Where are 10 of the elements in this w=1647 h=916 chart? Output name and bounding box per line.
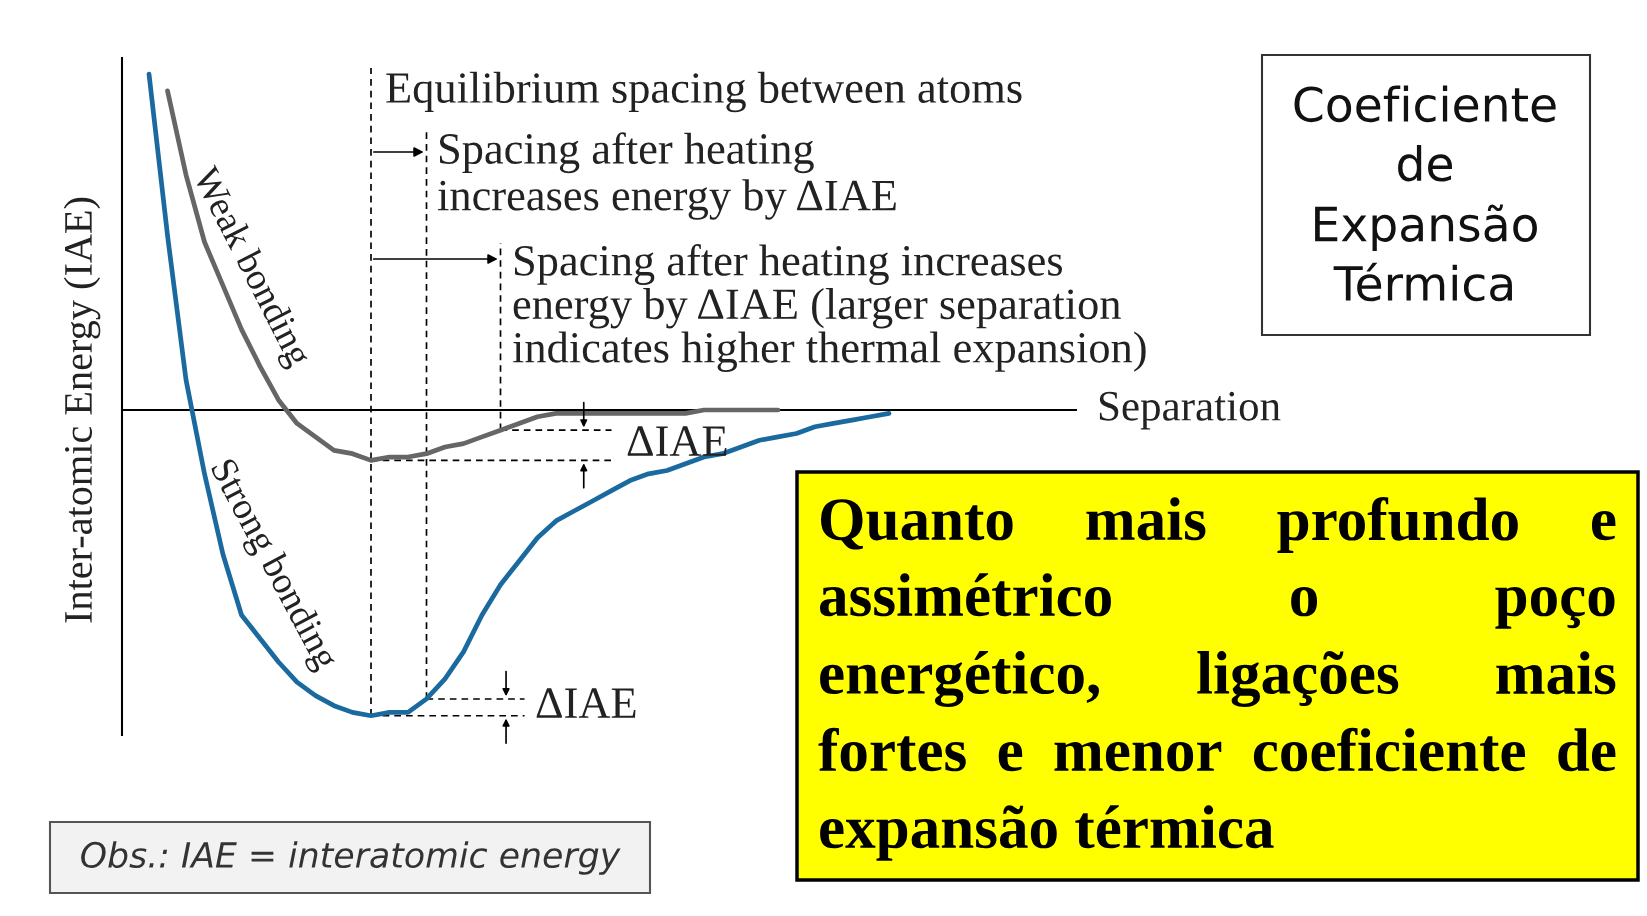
annotation: Spacing after heating increases energy by ΔIAE [437,132,896,220]
text: Separation [1099,391,1281,430]
annotation: ΔIAE [536,688,636,718]
annotation: ΔIAE [627,426,727,456]
text: Obs.: IAE = interatomic energy [81,841,621,875]
text: Coeficiente de Expansão Térmica [1294,85,1556,302]
text: Quanto mais profundo e assimétrico o poço energético, ligações mais fortes e menor coeficiente de expansão térmica [818,496,1616,861]
annotation: Equilibrium spacing between atoms [386,71,1022,113]
y-axis-title: Inter-atomic Energy (IAE) [63,197,101,623]
annotation: Spacing after heating increases energy by ΔIAE (larger separation indicates higher thermal expansion) [512,244,1146,372]
